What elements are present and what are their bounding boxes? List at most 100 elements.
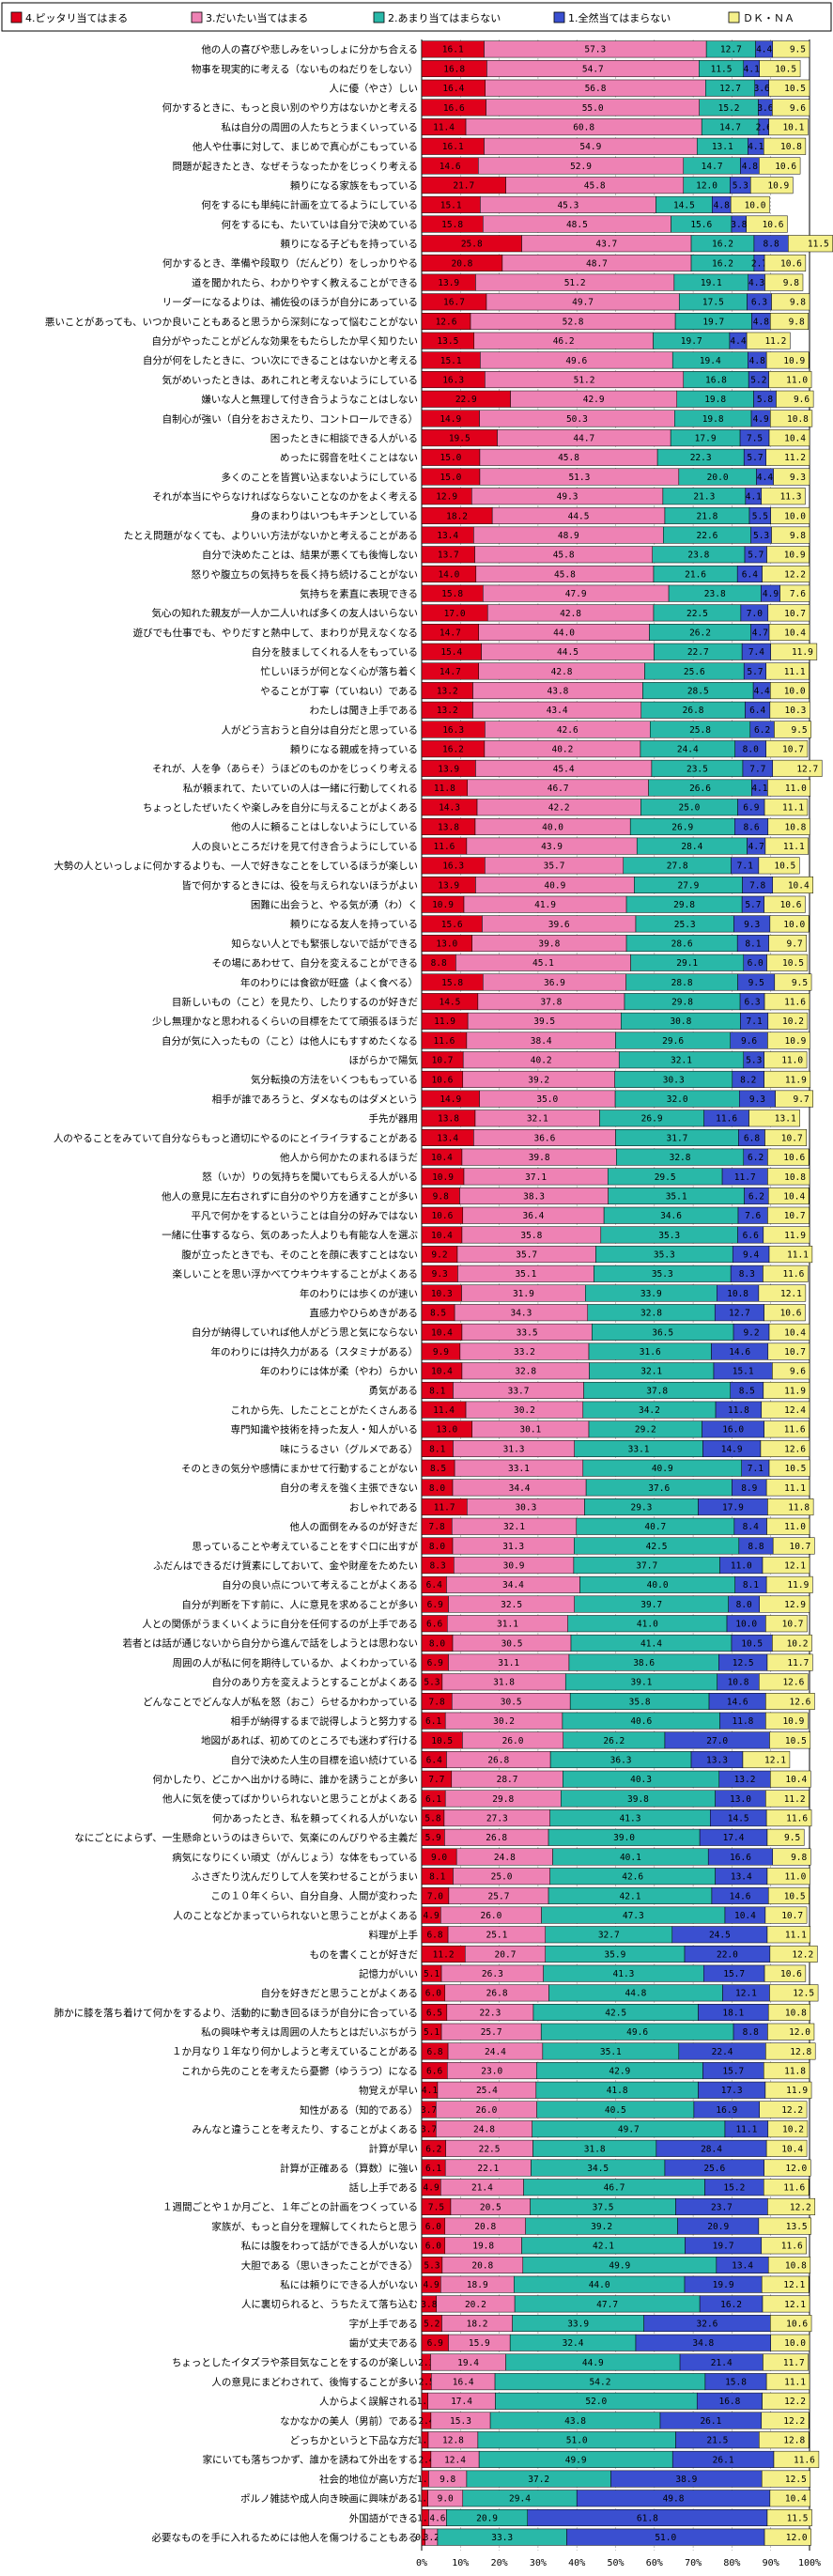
data-label: 14.5 bbox=[728, 1814, 749, 1824]
data-label: 19.8 bbox=[702, 414, 724, 425]
bar-row: 16.6 55.0 15.2 3.6 9.6 bbox=[421, 99, 810, 116]
category-label: たとえ問題がなくても、よりいい方法がないかと考えることがある bbox=[124, 529, 418, 541]
bar-row: 10.4 39.8 32.8 6.2 10.6 bbox=[421, 1148, 810, 1166]
bar-row: 11.8 46.7 26.6 4.1 11.0 bbox=[421, 779, 811, 797]
category-label: 何かするとき、準備や段取り（だんどり）をしっかりやる bbox=[162, 257, 418, 270]
data-label: 28.5 bbox=[687, 687, 709, 697]
data-label: 9.3 bbox=[432, 1269, 448, 1280]
data-label: 11.9 bbox=[784, 1231, 806, 1241]
data-label: 50.3 bbox=[566, 414, 588, 425]
bar-segment bbox=[767, 2257, 811, 2273]
bar-segment bbox=[767, 1187, 810, 1205]
data-label: 6.4 bbox=[742, 569, 758, 580]
data-label: 33.3 bbox=[491, 2533, 513, 2543]
bar-segment bbox=[770, 313, 810, 330]
bar-row: 21.7 45.8 12.0 5.3 10.9 bbox=[421, 177, 794, 194]
bar-segment bbox=[764, 2062, 810, 2080]
data-label: 37.7 bbox=[636, 1561, 657, 1572]
category-label: 自制心が強い（自分をおさえたり、コントロールできる） bbox=[162, 412, 418, 425]
data-label: 10.5 bbox=[431, 1736, 453, 1746]
data-label: 12.6 bbox=[789, 1697, 810, 1707]
category-label: ポルノ雑誌や成人向き映画に興味がある bbox=[240, 2492, 418, 2505]
data-label: 7.0 bbox=[427, 1891, 443, 1901]
data-label: 43.4 bbox=[547, 706, 568, 716]
data-label: 11.8 bbox=[728, 1405, 749, 1416]
bar-row: 13.7 45.8 23.8 5.7 10.9 bbox=[421, 546, 810, 564]
data-label: 16.6 bbox=[730, 1853, 751, 1863]
bar-segment bbox=[759, 157, 801, 175]
data-label: 13.7 bbox=[438, 551, 459, 561]
data-label: 25.6 bbox=[703, 2164, 725, 2174]
data-label: 11.2 bbox=[784, 1794, 806, 1805]
data-label: 4.1 bbox=[744, 64, 760, 74]
bar-segment bbox=[768, 1459, 810, 1477]
data-label: 26.1 bbox=[700, 2416, 721, 2427]
data-label: 39.8 bbox=[529, 1153, 550, 1163]
bar-row: 15.8 48.5 15.6 3.8 10.6 bbox=[421, 215, 788, 233]
data-label: 19.7 bbox=[713, 2242, 734, 2252]
data-label: 32.1 bbox=[527, 1114, 548, 1125]
x-tick-label: 90% bbox=[763, 2558, 779, 2568]
category-label: 遊びでも仕事でも、やりだすと熱中して、まわりが見えなくなる bbox=[133, 627, 418, 639]
bar-segment bbox=[772, 99, 810, 116]
bar-segment bbox=[764, 1964, 807, 1982]
category-label: わたしは聞き上手である bbox=[310, 705, 418, 717]
data-label: 37.1 bbox=[525, 1172, 547, 1183]
bar-segment bbox=[771, 526, 810, 544]
data-label: 12.0 bbox=[785, 2164, 807, 2174]
data-label: 25.8 bbox=[689, 725, 711, 736]
data-label: 36.3 bbox=[610, 1755, 632, 1765]
data-label: 10.6 bbox=[780, 1969, 802, 1979]
bar-row: 9.0 24.8 40.1 16.6 9.8 bbox=[421, 1848, 811, 1866]
bar-segment bbox=[768, 624, 810, 642]
data-label: 10.4 bbox=[785, 2494, 807, 2505]
bar-segment bbox=[758, 2217, 811, 2235]
data-label: 42.2 bbox=[548, 803, 570, 814]
bar-segment bbox=[764, 1070, 811, 1088]
bar-segment bbox=[765, 1809, 812, 1827]
bar-row: 13.9 51.2 19.1 4.3 9.8 bbox=[421, 273, 804, 291]
data-label: 22.3 bbox=[479, 2008, 501, 2018]
category-label: 頼りになる親戚を持っている bbox=[290, 743, 418, 755]
data-label: 4.8 bbox=[749, 356, 765, 366]
data-label: 51.2 bbox=[564, 278, 586, 288]
bar-row: 10.3 31.9 33.9 10.8 12.1 bbox=[421, 1284, 807, 1302]
data-label: 35.3 bbox=[652, 1269, 673, 1280]
data-label: 35.3 bbox=[658, 1231, 680, 1241]
bar-segment bbox=[742, 1751, 791, 1769]
data-label: 11.5 bbox=[808, 240, 829, 250]
data-label: 36.5 bbox=[652, 1327, 673, 1338]
data-label: 16.2 bbox=[442, 745, 464, 755]
bar-row: 14.6 52.9 14.7 4.8 10.6 bbox=[421, 157, 801, 175]
data-label: 11.0 bbox=[731, 1561, 752, 1572]
bar-row: 6.5 22.3 42.5 18.1 10.8 bbox=[421, 2004, 811, 2022]
data-label: 10.3 bbox=[431, 1289, 453, 1299]
category-label: 道を聞かれたら、わかりやすく教えることができる bbox=[192, 276, 418, 288]
data-label: 32.7 bbox=[598, 1931, 620, 1941]
data-label: 10.5 bbox=[782, 958, 804, 969]
bar-row: 16.3 51.2 16.8 5.2 11.0 bbox=[421, 371, 812, 389]
data-label: 42.8 bbox=[560, 609, 581, 619]
bar-row: 14.9 35.0 32.0 9.3 9.7 bbox=[421, 1090, 813, 1108]
data-label: 30.2 bbox=[514, 1405, 535, 1416]
data-label: 18.2 bbox=[446, 511, 468, 521]
data-label: 9.3 bbox=[749, 1094, 765, 1105]
data-label: 9.9 bbox=[433, 1347, 449, 1358]
data-label: 7.6 bbox=[790, 589, 806, 599]
data-label: 5.8 bbox=[757, 395, 773, 405]
data-label: 19.4 bbox=[700, 356, 721, 366]
bar-segment bbox=[774, 973, 812, 991]
data-label: 19.7 bbox=[702, 317, 724, 327]
x-tick-label: 100% bbox=[798, 2558, 821, 2568]
bar-row: 4.9 21.4 46.7 15.2 11.6 bbox=[421, 2179, 810, 2196]
data-label: 6.0 bbox=[425, 2242, 441, 2252]
data-label: 29.3 bbox=[631, 1502, 653, 1513]
data-label: 32.4 bbox=[563, 2338, 584, 2349]
data-label: 9.5 bbox=[790, 45, 806, 55]
category-label: 歯が丈夫である bbox=[349, 2337, 418, 2350]
bar-segment bbox=[772, 1362, 810, 1380]
data-label: 34.5 bbox=[587, 2164, 609, 2174]
data-label: 8.1 bbox=[743, 1580, 759, 1591]
category-label: 他の人の喜びや悲しみをいっしょに分かち合える bbox=[201, 43, 418, 55]
category-label: 多くのことを皆賞い込まないようにしている bbox=[222, 471, 418, 483]
